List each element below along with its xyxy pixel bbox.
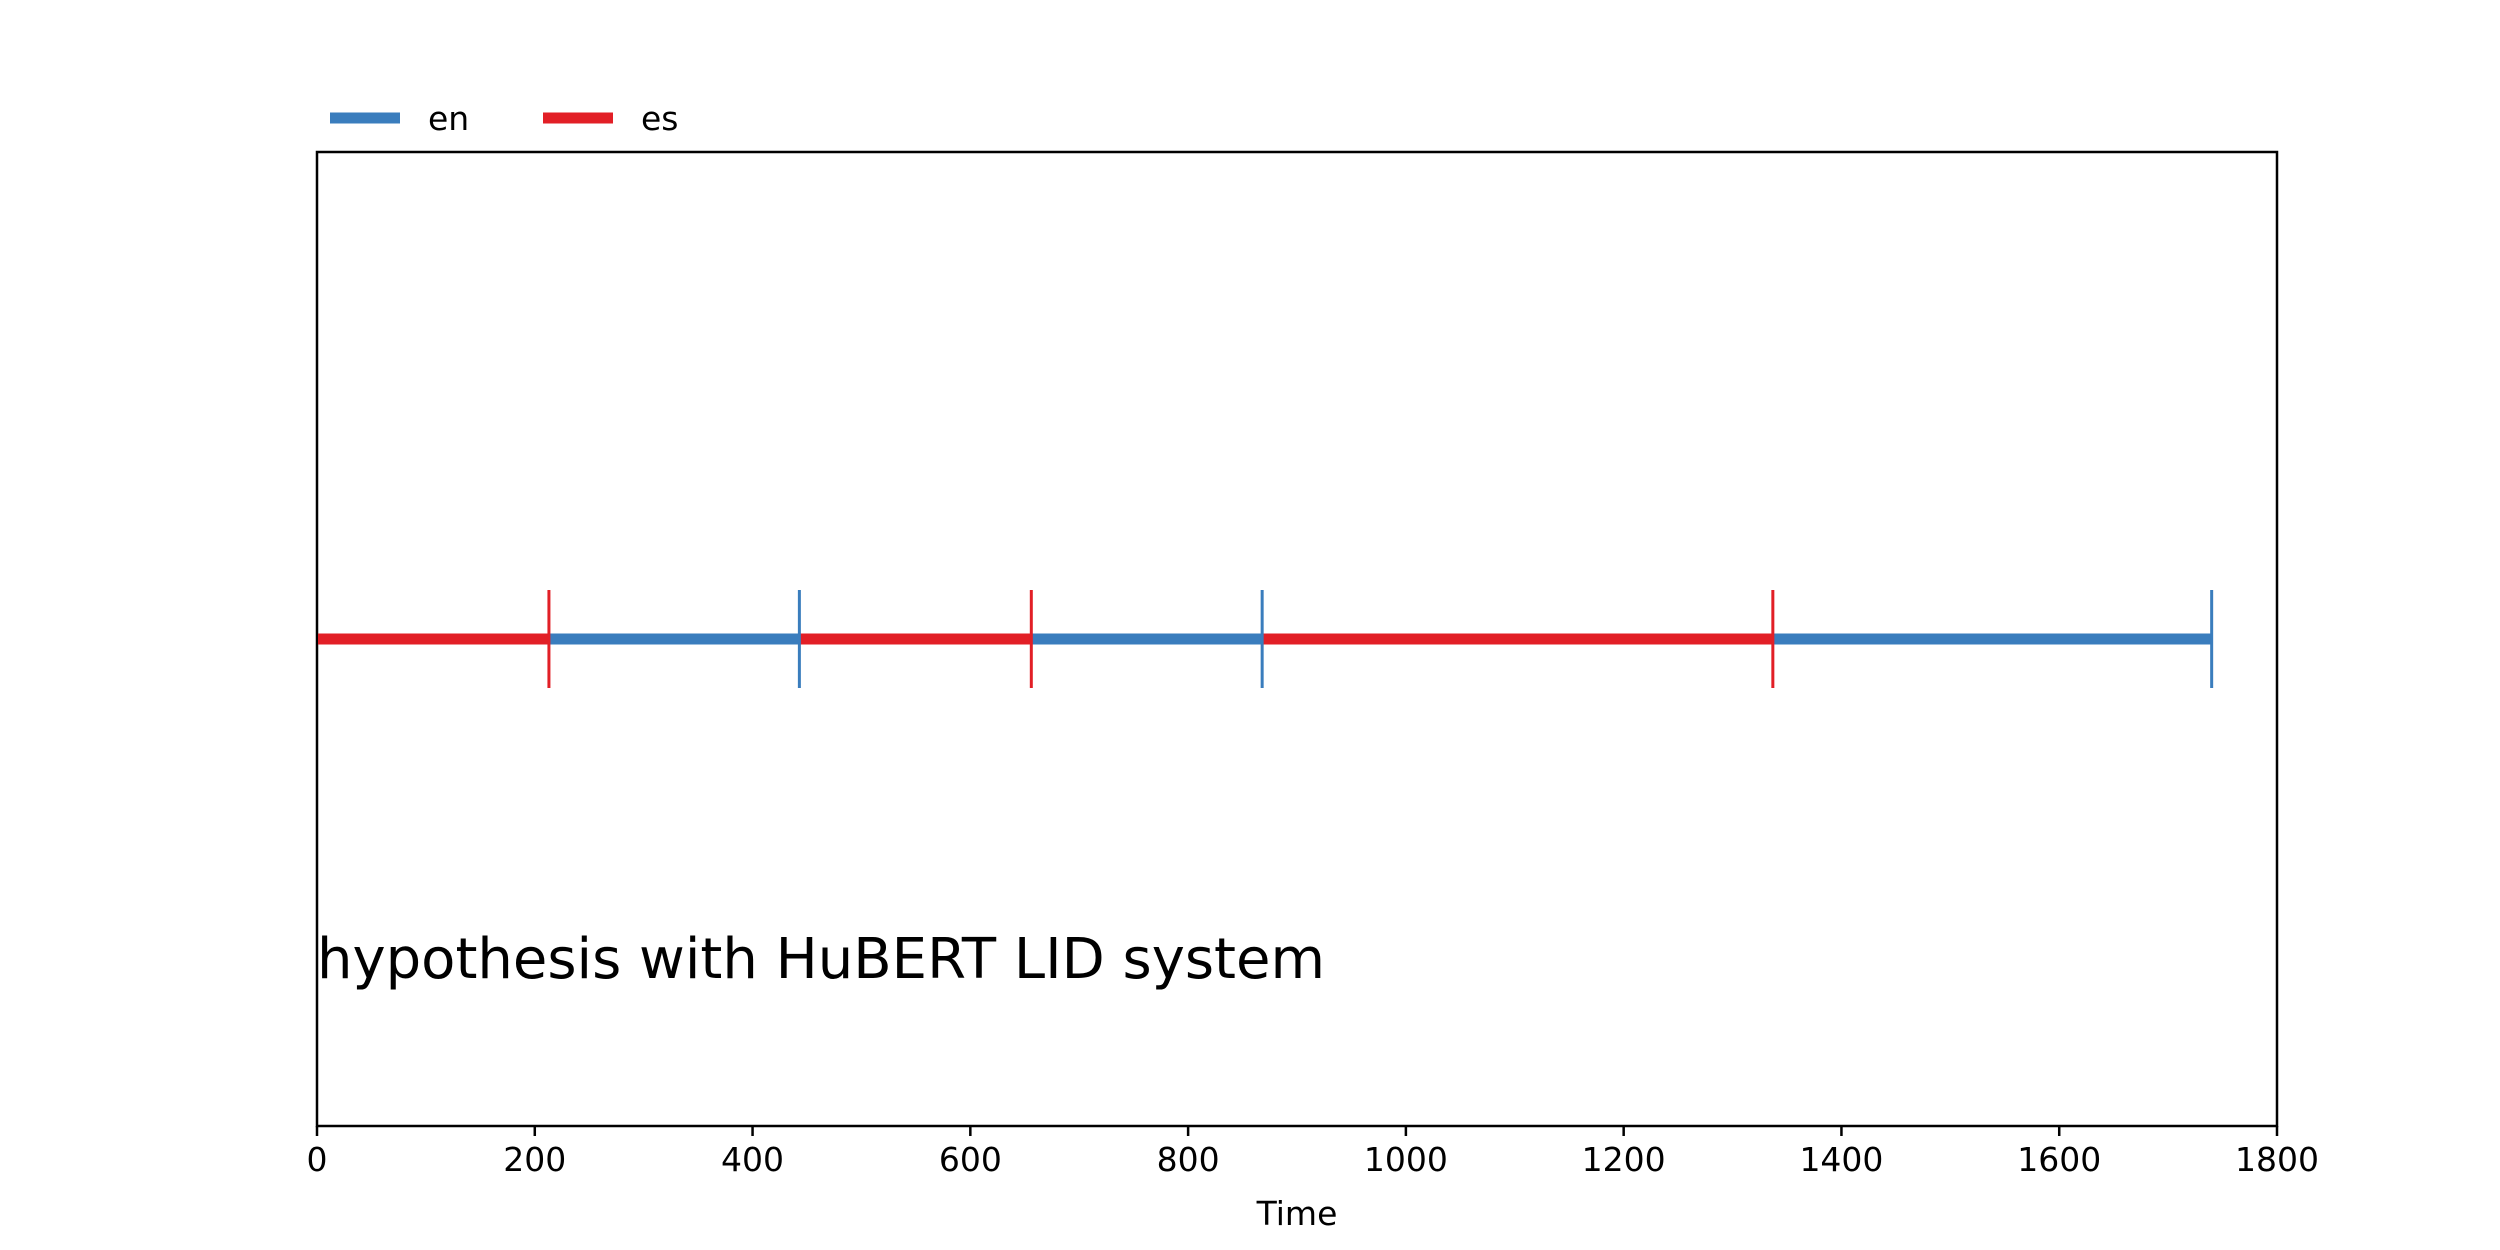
x-tick-label: 1000: [1364, 1140, 1448, 1179]
legend-label-es: es: [641, 99, 679, 138]
legend: en es: [330, 99, 679, 138]
x-tick-label: 1200: [1582, 1140, 1666, 1179]
x-tick-label: 1400: [1799, 1140, 1883, 1179]
x-tick-label: 1800: [2235, 1140, 2319, 1179]
timeline-segments: [316, 590, 2214, 688]
x-tick-label: 1600: [2017, 1140, 2101, 1179]
x-tick-label: 200: [503, 1140, 566, 1179]
x-tick-label: 600: [939, 1140, 1002, 1179]
legend-label-en: en: [428, 99, 469, 138]
x-axis-label: Time: [1256, 1194, 1338, 1233]
x-tick-label: 800: [1157, 1140, 1220, 1179]
x-axis: 0 200 400 600 800 1000 1200 1400 1600 1800: [307, 1126, 2319, 1179]
x-tick-label: 400: [721, 1140, 784, 1179]
x-tick-label: 0: [307, 1140, 328, 1179]
system-annotation: hypothesis with HuBERT LID system: [317, 927, 1325, 992]
